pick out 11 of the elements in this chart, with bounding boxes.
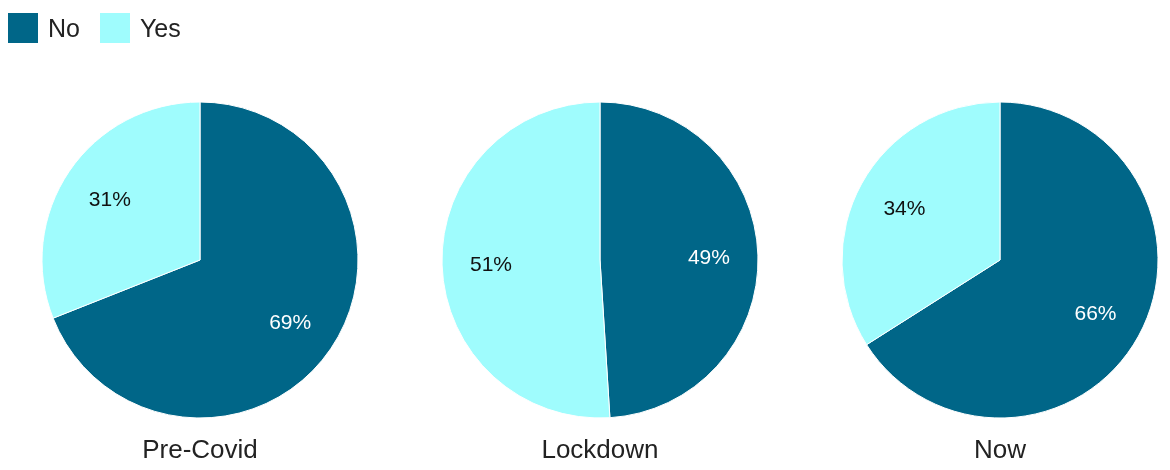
text: Lockdown xyxy=(540,434,660,464)
data-label: 49% xyxy=(687,245,730,269)
text: Now xyxy=(973,434,1027,464)
data-label: 31% xyxy=(88,187,131,211)
legend-label: No xyxy=(48,13,80,43)
data-label: 34% xyxy=(883,195,926,219)
data-label: 51% xyxy=(470,251,513,275)
data-label: 69% xyxy=(269,309,312,333)
legend-label: Yes xyxy=(139,13,181,43)
data-label: 66% xyxy=(1074,301,1117,325)
text: Pre-Covid xyxy=(141,434,259,464)
